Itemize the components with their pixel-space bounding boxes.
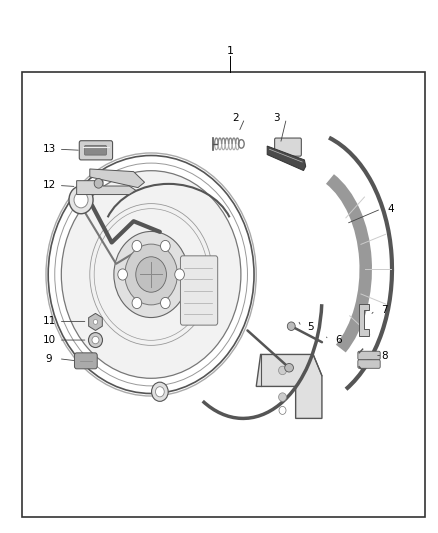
- Polygon shape: [90, 169, 145, 188]
- Text: 2: 2: [232, 114, 239, 123]
- FancyBboxPatch shape: [275, 138, 301, 156]
- Text: 13: 13: [42, 144, 56, 154]
- Ellipse shape: [88, 333, 102, 348]
- Ellipse shape: [160, 297, 170, 309]
- Ellipse shape: [279, 366, 286, 375]
- Ellipse shape: [132, 240, 142, 252]
- Ellipse shape: [92, 336, 99, 344]
- Ellipse shape: [69, 186, 93, 214]
- Ellipse shape: [118, 269, 127, 280]
- Polygon shape: [77, 181, 136, 195]
- FancyBboxPatch shape: [358, 351, 380, 360]
- Ellipse shape: [160, 240, 170, 252]
- FancyBboxPatch shape: [79, 141, 113, 160]
- Text: 6: 6: [335, 335, 342, 345]
- Ellipse shape: [132, 297, 141, 309]
- Ellipse shape: [155, 387, 164, 397]
- Text: 11: 11: [42, 317, 56, 326]
- Ellipse shape: [279, 393, 286, 401]
- Ellipse shape: [94, 179, 103, 188]
- Ellipse shape: [287, 322, 295, 330]
- Ellipse shape: [114, 231, 188, 318]
- FancyBboxPatch shape: [358, 360, 380, 368]
- FancyBboxPatch shape: [74, 353, 97, 369]
- Ellipse shape: [175, 269, 184, 280]
- Polygon shape: [88, 313, 102, 330]
- Ellipse shape: [136, 257, 166, 292]
- Text: 7: 7: [381, 305, 388, 315]
- Text: 8: 8: [381, 351, 388, 360]
- Ellipse shape: [125, 244, 177, 305]
- Polygon shape: [267, 146, 306, 171]
- Polygon shape: [256, 354, 322, 418]
- Text: 1: 1: [226, 46, 233, 55]
- Ellipse shape: [61, 171, 241, 378]
- Text: 10: 10: [42, 335, 56, 345]
- Bar: [22, 72, 425, 517]
- Ellipse shape: [279, 406, 286, 415]
- Ellipse shape: [93, 319, 98, 324]
- Ellipse shape: [74, 192, 88, 208]
- FancyBboxPatch shape: [85, 146, 106, 155]
- FancyBboxPatch shape: [180, 256, 218, 325]
- Polygon shape: [359, 304, 369, 336]
- Text: 9: 9: [46, 354, 53, 364]
- Text: 3: 3: [273, 114, 280, 123]
- Text: 5: 5: [307, 322, 314, 332]
- Ellipse shape: [285, 364, 293, 372]
- Text: 4: 4: [387, 204, 394, 214]
- Text: 12: 12: [42, 181, 56, 190]
- Ellipse shape: [152, 382, 168, 401]
